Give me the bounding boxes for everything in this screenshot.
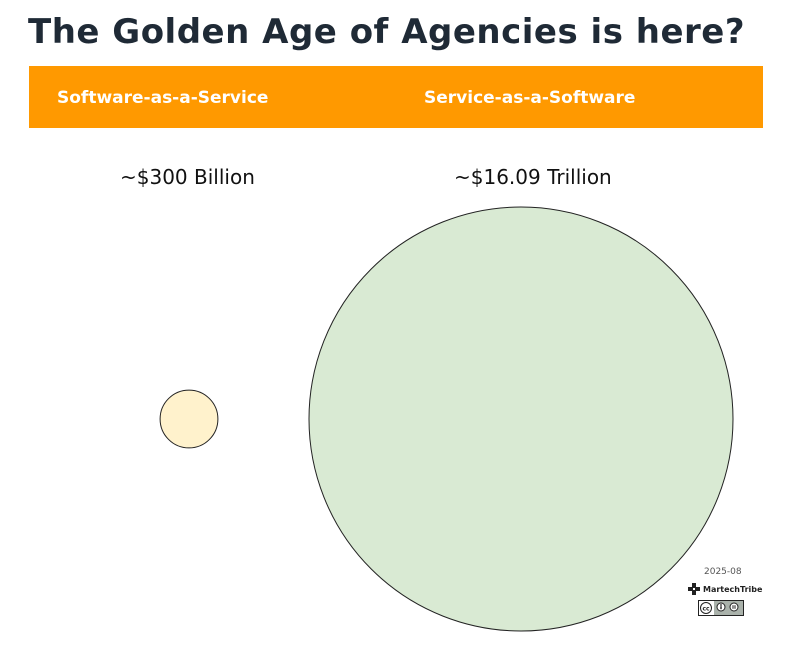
svg-text:cc: cc <box>702 606 710 613</box>
date-label: 2025-08 <box>704 567 742 577</box>
brand-name: MartechTribe <box>703 584 763 594</box>
page-title: The Golden Age of Agencies is here? <box>28 12 746 52</box>
cc-by-nd-icon: cc <box>698 600 744 616</box>
saas-market-size-label: ~$300 Billion <box>120 165 255 189</box>
service-market-size-label: ~$16.09 Trillion <box>454 165 612 189</box>
header-bar: Software-as-a-Service Service-as-a-Softw… <box>29 66 763 128</box>
saas-column-label: Software-as-a-Service <box>57 88 269 108</box>
service-as-software-bubble <box>308 206 734 632</box>
brand-logo: MartechTribe <box>688 583 762 595</box>
creative-commons-icon: cc <box>699 601 743 615</box>
saas-bubble <box>159 389 219 449</box>
martechtribe-logo-icon <box>688 583 700 595</box>
service-as-software-column-label: Service-as-a-Software <box>424 88 636 108</box>
